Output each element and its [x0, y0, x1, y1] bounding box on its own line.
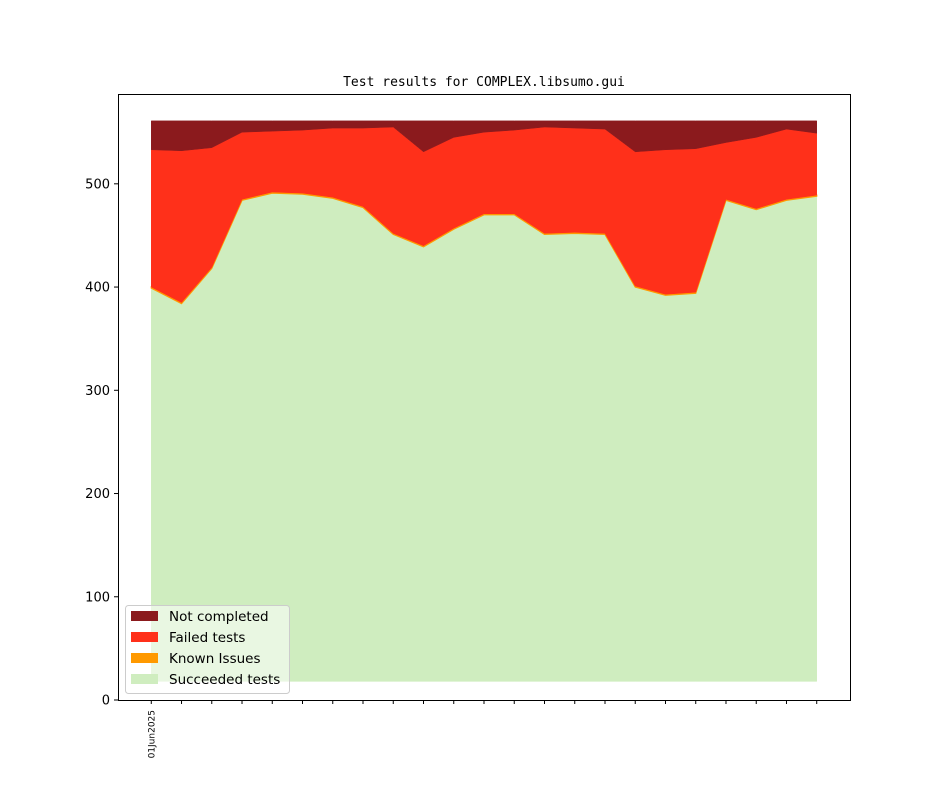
y-tick-label: 300 — [85, 384, 110, 399]
legend-swatch-known-issues — [131, 653, 158, 663]
legend-swatch-not-completed — [131, 611, 158, 621]
plot-areas — [150, 120, 818, 682]
legend-label-known-issues: Known Issues — [169, 651, 261, 667]
chart-title: Test results for COMPLEX.libsumo.gui — [343, 75, 625, 90]
y-tick-label: 200 — [85, 487, 110, 502]
y-axis: 0 100 200 300 400 500 — [85, 177, 118, 709]
legend: Not completed Failed tests Known Issues Suc… — [125, 605, 290, 694]
y-tick-label: 500 — [85, 177, 110, 192]
legend-swatch-succeeded-tests — [131, 674, 158, 684]
y-tick-label: 100 — [85, 590, 110, 605]
x-axis: 01Jun2025 — [147, 700, 818, 758]
legend-swatch-failed-tests — [131, 632, 158, 642]
area-not-completed — [151, 120, 817, 153]
y-tick-label: 400 — [85, 281, 110, 296]
x-tick-label: 01Jun2025 — [147, 710, 157, 758]
legend-label-succeeded-tests: Succeeded tests — [169, 672, 280, 688]
legend-label-failed-tests: Failed tests — [169, 630, 245, 646]
legend-label-not-completed: Not completed — [169, 609, 269, 625]
y-tick-label: 0 — [102, 694, 110, 709]
legend-box — [125, 605, 290, 694]
